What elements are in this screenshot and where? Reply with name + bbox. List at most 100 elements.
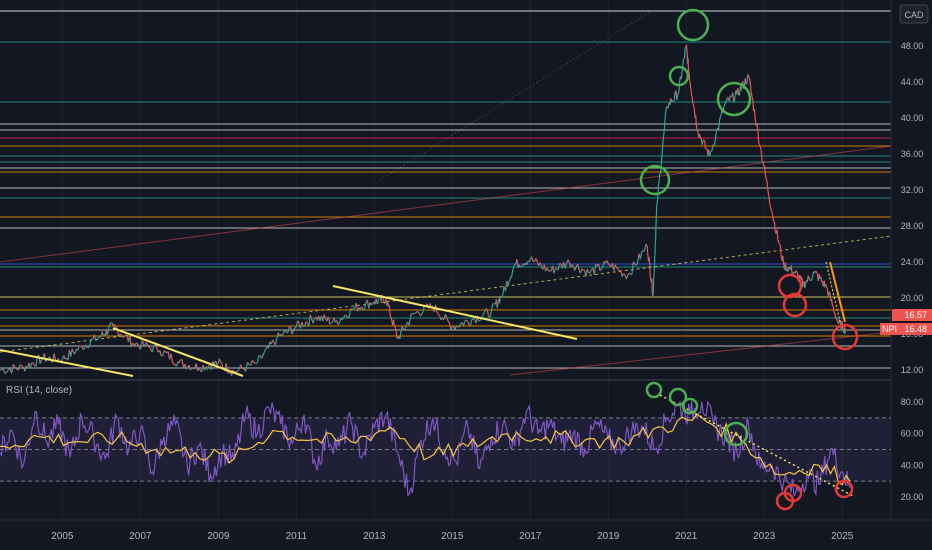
rsi-peak-circle (681, 397, 699, 415)
price-segment (749, 83, 752, 93)
rsi-peak-circle (723, 421, 749, 447)
price-segment (161, 355, 163, 357)
price-segment (295, 320, 299, 327)
price-segment (107, 326, 110, 333)
price-segment (511, 268, 514, 274)
price-segment (811, 272, 814, 278)
price-segment (553, 268, 556, 274)
trend-line (112, 327, 244, 377)
price-segment (684, 46, 687, 50)
price-segment (751, 96, 754, 100)
rsi-line (0, 400, 851, 498)
price-segment (348, 308, 352, 317)
price-segment (810, 279, 812, 282)
price-segment (844, 329, 847, 334)
price-segment (93, 334, 97, 341)
price-segment (713, 141, 716, 146)
price-segment (602, 261, 605, 268)
price-segment (329, 322, 332, 325)
price-segment (14, 366, 18, 370)
price-segment (825, 283, 828, 288)
price-segment (752, 99, 755, 112)
currency-badge[interactable] (899, 4, 929, 24)
price-segment (771, 211, 774, 217)
price-segment (351, 308, 354, 311)
price-segment (501, 293, 504, 298)
price-segment (695, 124, 698, 130)
price-segment (639, 251, 643, 260)
price-segment (308, 314, 311, 326)
rsi-tick-label: 60.00 (901, 429, 924, 439)
price-segment (628, 272, 631, 275)
price-segment (19, 364, 23, 367)
rsi-ma-line (0, 413, 851, 486)
price-segment (727, 96, 730, 99)
indicator-label[interactable]: RSI (14, close) (6, 385, 72, 396)
time-tick-label: 2017 (519, 531, 542, 542)
time-axis[interactable]: 2005 2007 2009 2011 2013 2015 2017 2019 2021 2023… (51, 531, 854, 542)
vertical-grid (61, 0, 843, 520)
price-segment (390, 317, 393, 321)
price-segment (250, 360, 253, 366)
price-segment (394, 326, 397, 331)
price-segment (767, 189, 770, 196)
price-tick-label: 40.00 (901, 113, 924, 123)
price-segment (693, 106, 696, 113)
price-segment (333, 317, 336, 323)
price-segment (122, 336, 125, 339)
price-segment (191, 366, 194, 370)
price-segment (2, 368, 6, 374)
price-segment (607, 263, 611, 266)
price-segment (185, 366, 189, 370)
long-support-line (509, 331, 892, 376)
price-segment (218, 358, 222, 362)
price-segment (514, 263, 517, 266)
price-segment (490, 306, 493, 312)
price-segment (729, 95, 732, 98)
price-segment (242, 367, 245, 370)
peak-marker-circle (668, 65, 690, 87)
price-segment (766, 180, 769, 191)
price-segment (363, 301, 367, 309)
rsi-axis[interactable]: 20.00 40.00 60.00 80.00 (901, 397, 924, 502)
last-price-lower-value: 16.48 (904, 324, 927, 334)
price-segment (401, 326, 404, 329)
price-segment (756, 123, 759, 131)
price-segment (291, 329, 295, 335)
price-segment (289, 326, 292, 329)
price-segment (842, 329, 844, 332)
price-segment (6, 369, 9, 373)
price-segment (714, 131, 717, 142)
price-segment (793, 271, 796, 274)
price-segment (636, 253, 640, 264)
price-segment (507, 281, 510, 287)
price-segment (162, 350, 165, 356)
price-segment (383, 301, 386, 305)
price-segment (262, 351, 265, 357)
price-tick-label: 24.00 (901, 257, 924, 267)
price-segment (281, 331, 285, 337)
price-segment (181, 359, 185, 368)
price-segment (113, 324, 117, 328)
price-segment (682, 59, 685, 66)
price-segment (790, 265, 793, 275)
price-segment (240, 364, 243, 369)
price-segment (119, 333, 122, 336)
price-segment (85, 344, 88, 349)
price-segment (63, 355, 66, 360)
price-segment (336, 320, 339, 325)
price-segment (503, 286, 506, 289)
price-segment (690, 88, 692, 92)
time-tick-label: 2005 (51, 531, 74, 542)
price-segment (260, 355, 264, 359)
price-segment (414, 312, 417, 314)
price-segment (467, 321, 470, 326)
price-segment (543, 264, 547, 272)
price-segment (32, 362, 36, 366)
price-segment (711, 144, 714, 152)
price-segment (748, 78, 751, 84)
price-segment (89, 339, 93, 344)
rsi-bottom-circle (783, 483, 803, 503)
symbol-label: NPI (882, 324, 897, 334)
